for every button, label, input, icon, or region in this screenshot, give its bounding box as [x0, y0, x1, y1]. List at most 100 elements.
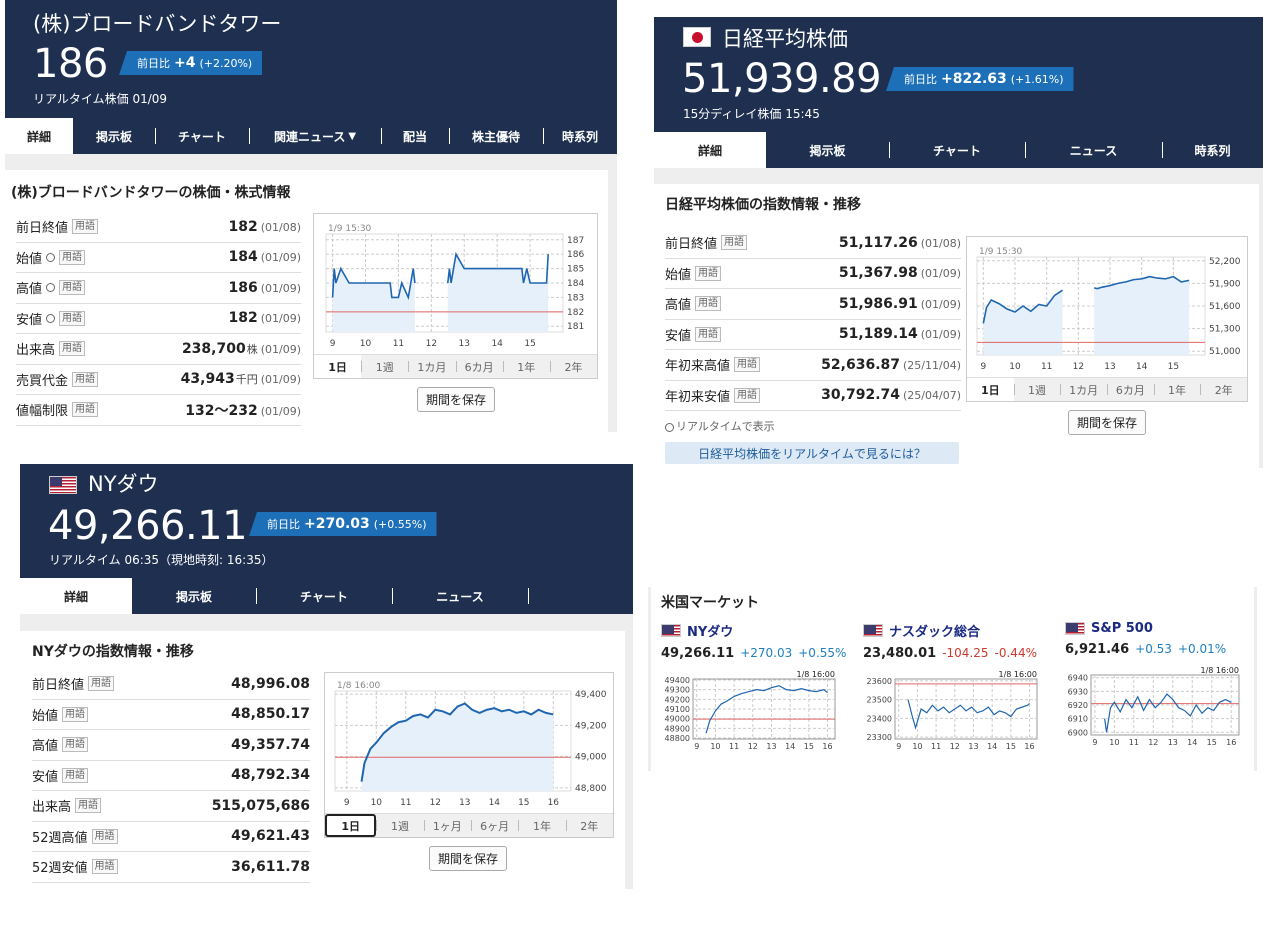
market-name[interactable]: NYダウ	[687, 625, 734, 640]
range-tab[interactable]: 2年	[1200, 378, 1247, 401]
change-value: +4	[174, 55, 196, 71]
tab-timeseries[interactable]: 時系列	[543, 118, 617, 154]
stock-name: (株)ブロードバンドタワー	[33, 12, 282, 36]
tab-board[interactable]: 掲示板	[95, 129, 132, 144]
value-text: 43,943	[180, 371, 235, 388]
term-link[interactable]: 用語	[62, 706, 89, 722]
term-link[interactable]: 用語	[734, 387, 761, 403]
tab-detail[interactable]: 詳細	[5, 118, 73, 154]
term-link[interactable]: 用語	[695, 296, 722, 312]
term-link[interactable]: 用語	[695, 265, 722, 281]
range-tab[interactable]: 1年	[518, 814, 565, 837]
term-link[interactable]: 用語	[75, 798, 102, 814]
sp500-mini-chart[interactable]: 9 10 11 12 13 14 15 16 6940 6930 6920 6910 6900 1/8 1…	[1065, 663, 1245, 749]
save-period-button[interactable]: 期間を保存	[429, 846, 508, 871]
row-value: 48,996.08	[231, 676, 310, 692]
x-tick-label: 11	[729, 742, 739, 751]
range-tab[interactable]: 1カ月	[1060, 378, 1107, 401]
change-pct: (+2.20%)	[199, 56, 253, 70]
y-tick-label: 182	[567, 308, 584, 318]
tab-chart[interactable]: チャート	[256, 578, 392, 614]
market-item-dow[interactable]: NYダウ 49,266.11 +270.03 +0.55% 9 10 11 12 13 14 1…	[661, 621, 851, 757]
tab-news[interactable]: ニュース	[1025, 132, 1162, 168]
badge-label: 前日比	[267, 518, 300, 531]
tab-dividend[interactable]: 配当	[381, 118, 449, 154]
dow-mini-chart[interactable]: 9 10 11 12 13 14 15 16 4940049300492004910049000…	[661, 667, 841, 753]
term-link[interactable]: 用語	[91, 828, 118, 844]
realtime-link[interactable]: 日経平均株価をリアルタイムで見るには？	[665, 442, 959, 464]
tab-news[interactable]: 関連ニュース ▼	[249, 118, 381, 154]
range-tab[interactable]: 2年	[565, 814, 613, 837]
range-tab[interactable]: 1日	[967, 378, 1014, 401]
range-tab[interactable]: 1日	[314, 355, 362, 378]
term-link[interactable]: 用語	[59, 310, 86, 326]
info-row: 始値 用語 48,850.17	[32, 700, 310, 730]
range-tab[interactable]: 6ヶ月	[470, 814, 518, 837]
x-tick-label: 16	[1024, 742, 1034, 751]
market-pct: -0.44%	[994, 646, 1037, 660]
range-tab[interactable]: 6カ月	[1107, 378, 1154, 401]
badge-label: 前日比	[904, 73, 937, 86]
tab-benefits[interactable]: 株主優待	[449, 118, 543, 154]
chart-range-tabs: 1日 1週 1カ月 6カ月 1年 2年	[967, 377, 1247, 401]
save-period-button[interactable]: 期間を保存	[417, 387, 496, 412]
y-tick-label: 23300	[867, 733, 892, 742]
term-link[interactable]: 用語	[91, 859, 118, 875]
range-tab[interactable]: 1週	[361, 355, 408, 378]
tab-board[interactable]: 掲示板	[809, 143, 846, 158]
range-tab[interactable]: 1カ月	[408, 355, 455, 378]
market-item-nasdaq[interactable]: ナスダック総合 23,480.01 -104.25 -0.44% 9 10 11 12 13…	[863, 621, 1053, 757]
range-tab[interactable]: 1日	[325, 814, 377, 837]
term-link[interactable]: 用語	[59, 249, 86, 265]
tab-detail[interactable]: 詳細	[20, 578, 132, 614]
tab-news[interactable]: ニュース	[392, 578, 528, 614]
tab-timeseries[interactable]: 時系列	[1162, 132, 1263, 168]
tab-empty[interactable]	[528, 578, 633, 614]
y-tick-label: 23600	[867, 677, 892, 686]
range-tab[interactable]: 2年	[549, 355, 597, 378]
term-link[interactable]: 用語	[721, 235, 748, 251]
realtime-note[interactable]: リアルタイムで表示	[665, 418, 775, 434]
range-tab[interactable]: 1週	[1013, 378, 1061, 401]
term-link[interactable]: 用語	[88, 676, 115, 692]
term-link[interactable]: 用語	[72, 371, 99, 387]
row-value: 182 (01/09)	[228, 310, 301, 326]
term-link[interactable]: 用語	[62, 737, 89, 753]
term-link[interactable]: 用語	[72, 219, 99, 235]
term-link[interactable]: 用語	[695, 326, 722, 342]
row-label: 売買代金	[16, 373, 69, 389]
market-name[interactable]: ナスダック総合	[889, 625, 981, 640]
range-tab[interactable]: 1年	[502, 355, 550, 378]
row-value: 51,986.91 (01/09)	[839, 296, 961, 312]
value-date: (01/09)	[260, 342, 301, 356]
save-period-button[interactable]: 期間を保存	[1068, 410, 1147, 435]
tab-detail[interactable]: 詳細	[654, 132, 766, 168]
x-tick-label: 11	[931, 742, 941, 751]
range-tab[interactable]: 1ヶ月	[423, 814, 471, 837]
tab-chart[interactable]: チャート	[889, 132, 1025, 168]
market-name[interactable]: S&P 500	[1091, 621, 1153, 636]
x-tick-label: 13	[968, 742, 978, 751]
tab-board[interactable]: 掲示板	[175, 589, 212, 604]
term-link[interactable]: 用語	[734, 357, 761, 373]
range-tab[interactable]: 6カ月	[455, 355, 503, 378]
x-tick-label: 9	[344, 798, 350, 808]
market-item-sp500[interactable]: S&P 500 6,921.46 +0.53 +0.01% 9 10 11 12 13 14 1…	[1065, 621, 1255, 753]
value-text: 51,117.26	[838, 234, 918, 251]
y-tick-label: 185	[567, 265, 584, 275]
tab-chart[interactable]: チャート	[155, 118, 249, 154]
info-row: 安値 用語 48,792.34	[32, 761, 310, 791]
y-tick-label: 6900	[1068, 728, 1088, 737]
info-row: 始値 用語 184 (01/09)	[16, 243, 301, 273]
y-tick-label: 49,200	[575, 721, 607, 731]
x-tick-label: 12	[430, 798, 441, 808]
term-link[interactable]: 用語	[59, 280, 86, 296]
term-link[interactable]: 用語	[62, 767, 89, 783]
range-tab[interactable]: 1年	[1153, 378, 1201, 401]
term-link[interactable]: 用語	[59, 341, 86, 357]
range-tab[interactable]: 1週	[376, 814, 423, 837]
row-label: 値幅制限	[16, 404, 69, 420]
nasdaq-mini-chart[interactable]: 9 10 11 12 13 14 15 16 23600 23500 23400 23300 1/8 1…	[863, 667, 1043, 753]
chart-range-tabs: 1日 1週 1ヶ月 6ヶ月 1年 2年	[325, 813, 613, 837]
term-link[interactable]: 用語	[72, 402, 99, 418]
